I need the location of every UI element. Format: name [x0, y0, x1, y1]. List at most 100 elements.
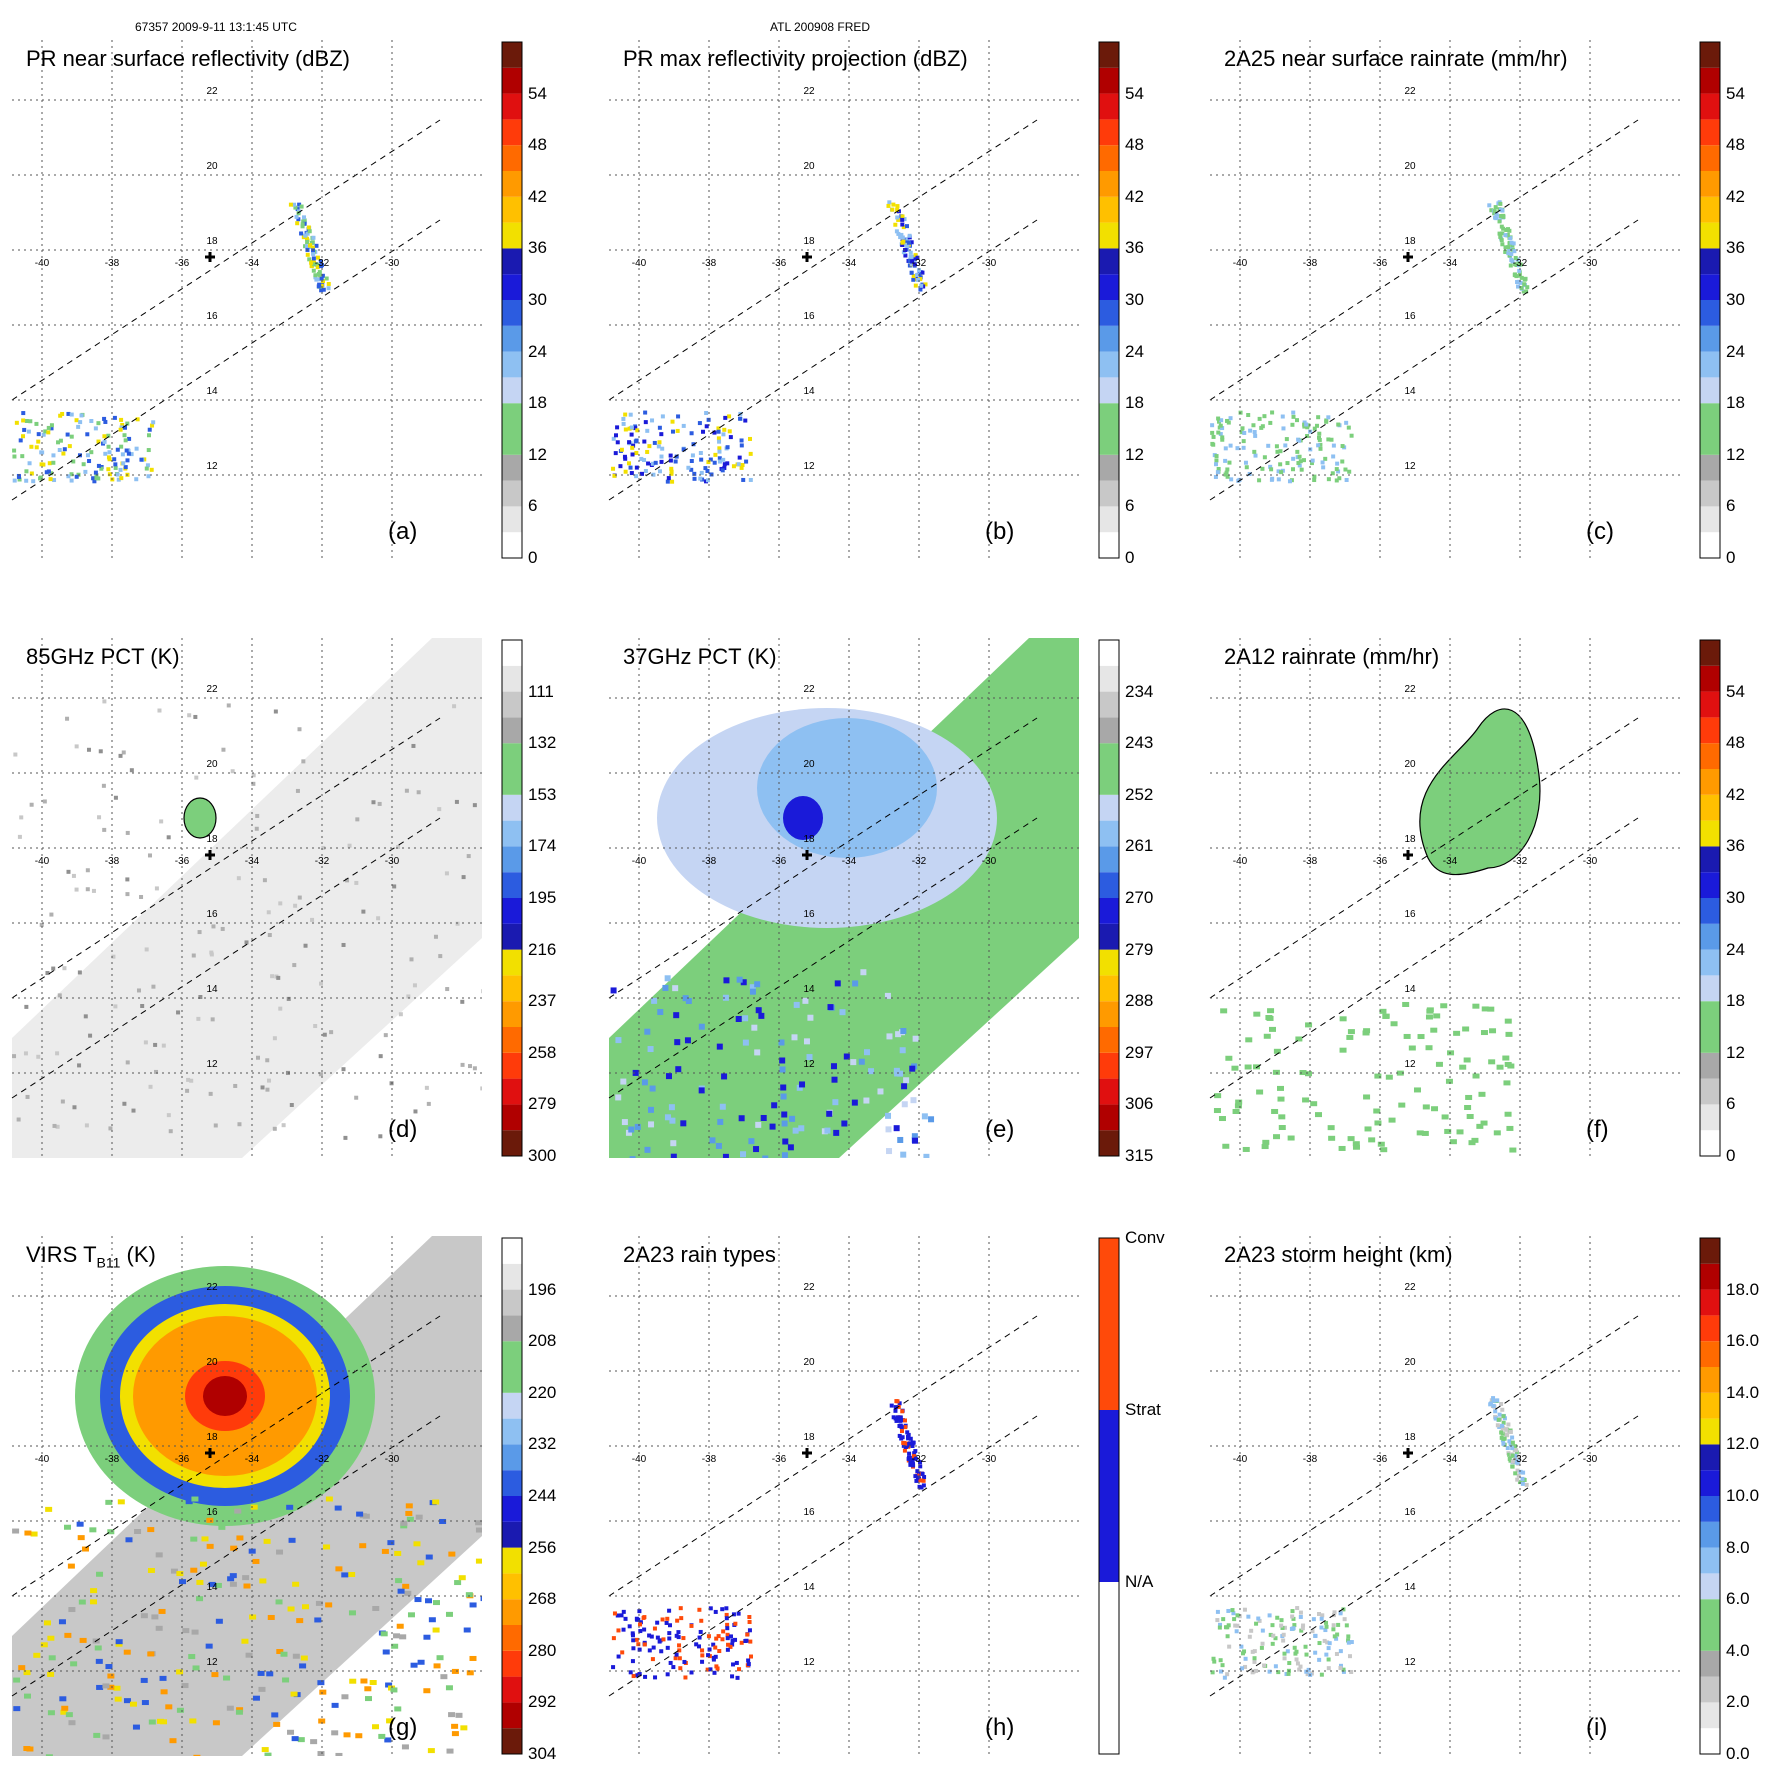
data-pixel: [1283, 443, 1288, 448]
colorbar-segment: [1099, 1410, 1119, 1582]
data-pixel: [206, 1543, 214, 1549]
data-pixel: [201, 1536, 209, 1542]
data-pixel: [686, 465, 691, 470]
colorbar-segment: [1700, 1728, 1720, 1754]
colorbar-segment: [1700, 898, 1720, 924]
data-pixel: [780, 1084, 787, 1091]
data-pixel: [645, 449, 650, 454]
data-pixel: [1493, 1409, 1498, 1414]
data-pixel: [1339, 1016, 1347, 1022]
data-pixel: [317, 272, 322, 277]
data-pixel: [1520, 1481, 1525, 1486]
data-pixel: [877, 1088, 884, 1095]
data-pixel: [1506, 251, 1511, 256]
data-pixel: [378, 1054, 383, 1059]
data-pixel: [655, 1620, 660, 1625]
colorbar-tick-label: 24: [1726, 341, 1745, 361]
data-pixel: [1227, 1644, 1232, 1649]
data-pixel: [646, 461, 651, 466]
data-pixel: [615, 425, 620, 430]
latitude-label: 22: [803, 684, 815, 695]
longitude-label: -40: [35, 1454, 50, 1465]
data-pixel: [1286, 1671, 1291, 1676]
data-pixel: [916, 1478, 921, 1483]
data-pixel: [297, 202, 302, 207]
data-pixel: [1487, 203, 1492, 208]
data-pixel: [1516, 1455, 1521, 1460]
colorbar-tick-label: 30: [1726, 290, 1745, 309]
data-pixel: [1295, 1036, 1303, 1042]
data-pixel: [863, 1049, 870, 1056]
data-pixel: [1273, 1664, 1278, 1669]
data-pixel: [725, 1626, 730, 1631]
map-area: [12, 202, 331, 484]
data-pixel: [425, 1554, 433, 1560]
pr-swath-edge: [11, 219, 441, 501]
data-pixel: [203, 1497, 211, 1503]
panel-g: -40 -38 -36 -34 -32 -30 22 20 18 16 14 12 304 292 280 2…: [0, 1236, 556, 1763]
data-pixel: [637, 1672, 642, 1677]
pr-swath-edge: [1209, 817, 1639, 1099]
data-pixel: [65, 432, 70, 437]
data-pixel: [1278, 462, 1283, 467]
data-pixel: [1282, 1625, 1287, 1630]
data-pixel: [111, 954, 116, 959]
data-pixel: [1374, 1120, 1382, 1126]
data-pixel: [1242, 430, 1247, 435]
latitude-label: 22: [206, 684, 218, 695]
data-pixel: [1312, 478, 1317, 483]
data-pixel: [296, 217, 301, 222]
data-pixel: [96, 1684, 104, 1690]
data-pixel: [106, 467, 111, 472]
data-pixel: [404, 788, 409, 793]
data-pixel: [308, 243, 313, 248]
latitude-label: 12: [1404, 461, 1416, 472]
data-pixel: [161, 1043, 166, 1048]
data-pixel: [1425, 1045, 1433, 1051]
data-pixel: [1517, 268, 1522, 273]
panel-title: 2A25 near surface rainrate (mm/hr): [1224, 46, 1568, 71]
data-pixel: [912, 1137, 919, 1144]
data-pixel: [708, 457, 713, 462]
data-pixel: [112, 457, 117, 462]
data-pixel: [71, 459, 76, 464]
data-pixel: [113, 795, 118, 800]
data-pixel: [1510, 243, 1515, 248]
colorbar-tick-label: 196: [528, 1279, 557, 1299]
data-pixel: [1243, 1656, 1248, 1661]
data-pixel: [739, 465, 744, 470]
data-pixel: [287, 1606, 295, 1612]
data-pixel: [452, 704, 457, 709]
data-pixel: [13, 1706, 21, 1712]
colorbar-segment: [1099, 1104, 1119, 1131]
data-pixel: [300, 224, 305, 229]
longitude-label: -38: [105, 258, 120, 269]
data-pixel: [1272, 1069, 1280, 1075]
data-pixel: [1279, 1618, 1284, 1623]
data-pixel: [276, 1549, 284, 1555]
data-pixel: [1237, 1614, 1242, 1619]
data-pixel: [885, 1112, 892, 1119]
data-pixel: [322, 1032, 327, 1037]
panel-letter: (c): [1586, 518, 1614, 545]
data-pixel: [263, 1538, 271, 1544]
data-pixel: [1231, 1611, 1236, 1616]
data-pixel: [119, 444, 124, 449]
data-pixel: [1462, 1026, 1470, 1032]
data-pixel: [1507, 241, 1512, 246]
data-pixel: [335, 1566, 343, 1572]
data-pixel: [480, 1596, 482, 1602]
colorbar-segment: [502, 506, 522, 533]
data-pixel: [1310, 458, 1315, 463]
data-pixel: [193, 714, 198, 719]
data-pixel: [428, 1617, 436, 1623]
data-pixel: [792, 1127, 799, 1134]
data-pixel: [262, 878, 267, 883]
data-pixel: [1510, 1459, 1515, 1464]
data-pixel: [1302, 420, 1307, 425]
colorbar-segment: [1700, 480, 1720, 507]
data-pixel: [199, 1561, 207, 1567]
data-pixel: [699, 1618, 704, 1623]
data-pixel: [190, 1536, 198, 1542]
data-pixel: [1297, 1667, 1302, 1672]
